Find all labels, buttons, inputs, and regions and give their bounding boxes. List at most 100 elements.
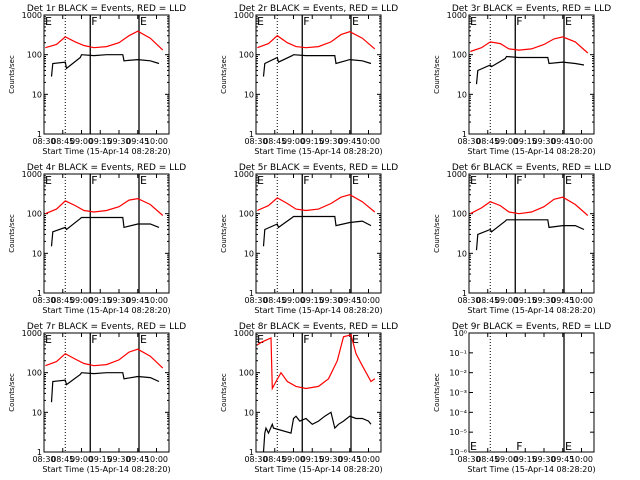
panel-title: Det 2r BLACK = Events, RED = LLD (239, 4, 398, 14)
marker-e-label: E (45, 15, 52, 28)
y-tick-label: 10⁻¹ (449, 349, 467, 358)
y-tick-label: 1 (462, 130, 467, 139)
panel-det-3r: Det 3r BLACK = Events, RED = LLD 1 10 100 10… (433, 4, 611, 156)
marker-e-label: E (565, 15, 572, 28)
x-tick-label: 09:00 (70, 296, 93, 305)
x-tick-label: 09:30 (319, 137, 342, 146)
x-tick-label: 09:15 (514, 455, 537, 464)
x-axis-label: Start Time (15-Apr-14 08:28:20) (467, 306, 595, 315)
x-tick-label: 08:45 (51, 137, 74, 146)
x-tick-label: 08:45 (476, 455, 499, 464)
y-tick-label: 100 (452, 51, 467, 60)
x-tick-label: 09:45 (126, 137, 149, 146)
x-tick-label: 09:30 (532, 137, 555, 146)
x-tick-label: 08:45 (476, 296, 499, 305)
series-line-events (262, 215, 372, 247)
panel-title: Det 9r BLACK = Events, RED = LLD (452, 322, 611, 332)
x-tick-label: 08:45 (263, 296, 286, 305)
y-tick-label: 1000 (234, 170, 254, 179)
plot-frame (468, 173, 595, 294)
y-tick-label: 100 (239, 369, 254, 378)
marker-e-label: E (470, 174, 477, 187)
series-line-events (475, 55, 585, 85)
series-line-events (50, 372, 160, 403)
panel-det-1r: Det 1r BLACK = Events, RED = LLD 1 10 100 10… (8, 4, 186, 156)
x-tick-label: 10:00 (145, 455, 168, 464)
y-axis-label: Counts/sec (433, 214, 441, 253)
panel-det-9r: Det 9r BLACK = Events, RED = LLD 10⁻⁶ 10⁻⁵… (433, 322, 611, 474)
marker-f-label: F (91, 333, 97, 346)
y-tick-label: 10 (32, 90, 42, 99)
x-tick-label: 09:45 (551, 137, 574, 146)
x-tick-label: 10:00 (570, 455, 593, 464)
x-tick-label: 09:00 (495, 137, 518, 146)
x-axis-label: Start Time (15-Apr-14 08:28:20) (254, 465, 382, 474)
y-tick-label: 100 (27, 369, 42, 378)
y-tick-label: 10⁻³ (449, 389, 467, 398)
x-tick-label: 08:45 (476, 137, 499, 146)
y-tick-label: 10 (244, 408, 254, 417)
x-axis-label: Start Time (15-Apr-14 08:28:20) (254, 147, 382, 156)
x-tick-label: 09:15 (301, 296, 324, 305)
plot-frame (43, 332, 170, 453)
y-tick-label: 100 (452, 210, 467, 219)
x-tick-label: 09:30 (532, 455, 555, 464)
y-tick-label: 100 (239, 210, 254, 219)
x-tick-label: 09:00 (282, 296, 305, 305)
y-axis-label: Counts/sec (433, 55, 441, 94)
x-tick-label: 09:15 (301, 455, 324, 464)
y-tick-label: 1000 (22, 329, 42, 338)
x-tick-label: 08:30 (457, 296, 480, 305)
x-axis-label: Start Time (15-Apr-14 08:28:20) (467, 465, 595, 474)
y-tick-label: 1 (249, 130, 254, 139)
x-tick-label: 08:45 (263, 455, 286, 464)
marker-f-label: F (516, 440, 522, 453)
x-tick-label: 09:45 (338, 137, 361, 146)
y-tick-label: 10 (32, 249, 42, 258)
x-tick-label: 09:00 (495, 455, 518, 464)
marker-e-label: E (565, 174, 572, 187)
x-tick-label: 09:15 (514, 296, 537, 305)
y-tick-label: 10⁻⁵ (449, 428, 467, 437)
x-tick-label: 09:30 (107, 455, 130, 464)
y-tick-label: 10 (32, 408, 42, 417)
x-axis-label: Start Time (15-Apr-14 08:28:20) (254, 306, 382, 315)
series-line-events (475, 219, 585, 251)
x-tick-label: 09:45 (551, 296, 574, 305)
marker-e-label: E (352, 15, 359, 28)
x-tick-label: 08:30 (32, 296, 55, 305)
marker-f-label: F (303, 174, 309, 187)
x-tick-label: 09:00 (495, 296, 518, 305)
series-line-events (50, 54, 160, 77)
marker-e-label: E (140, 333, 147, 346)
y-tick-label: 10⁰ (454, 329, 467, 338)
x-tick-label: 10:00 (145, 137, 168, 146)
x-tick-label: 10:00 (570, 137, 593, 146)
y-axis-label: Counts/sec (8, 373, 16, 412)
y-tick-label: 100 (27, 51, 42, 60)
y-axis-label: Counts/sec (220, 214, 228, 253)
marker-f-label: F (303, 333, 309, 346)
y-tick-label: 1 (462, 289, 467, 298)
marker-e-label: E (140, 174, 147, 187)
marker-e-label: E (140, 15, 147, 28)
x-tick-label: 09:15 (514, 137, 537, 146)
marker-e-label: E (352, 174, 359, 187)
x-tick-label: 09:30 (107, 137, 130, 146)
y-tick-label: 1000 (447, 11, 467, 20)
x-axis-label: Start Time (15-Apr-14 08:28:20) (467, 147, 595, 156)
series-line-lld (45, 348, 164, 369)
panel-det-5r: Det 5r BLACK = Events, RED = LLD 1 10 100 10… (220, 163, 398, 315)
y-tick-label: 1 (249, 448, 254, 457)
plot-frame (255, 332, 382, 453)
x-tick-label: 10:00 (357, 137, 380, 146)
y-tick-label: 1000 (22, 11, 42, 20)
y-tick-label: 10⁻⁶ (449, 448, 467, 457)
x-tick-label: 09:15 (89, 296, 112, 305)
x-tick-label: 09:00 (282, 455, 305, 464)
x-tick-label: 10:00 (357, 296, 380, 305)
x-tick-label: 09:30 (107, 296, 130, 305)
y-tick-label: 1000 (447, 170, 467, 179)
y-tick-label: 100 (239, 51, 254, 60)
x-tick-label: 08:45 (51, 296, 74, 305)
